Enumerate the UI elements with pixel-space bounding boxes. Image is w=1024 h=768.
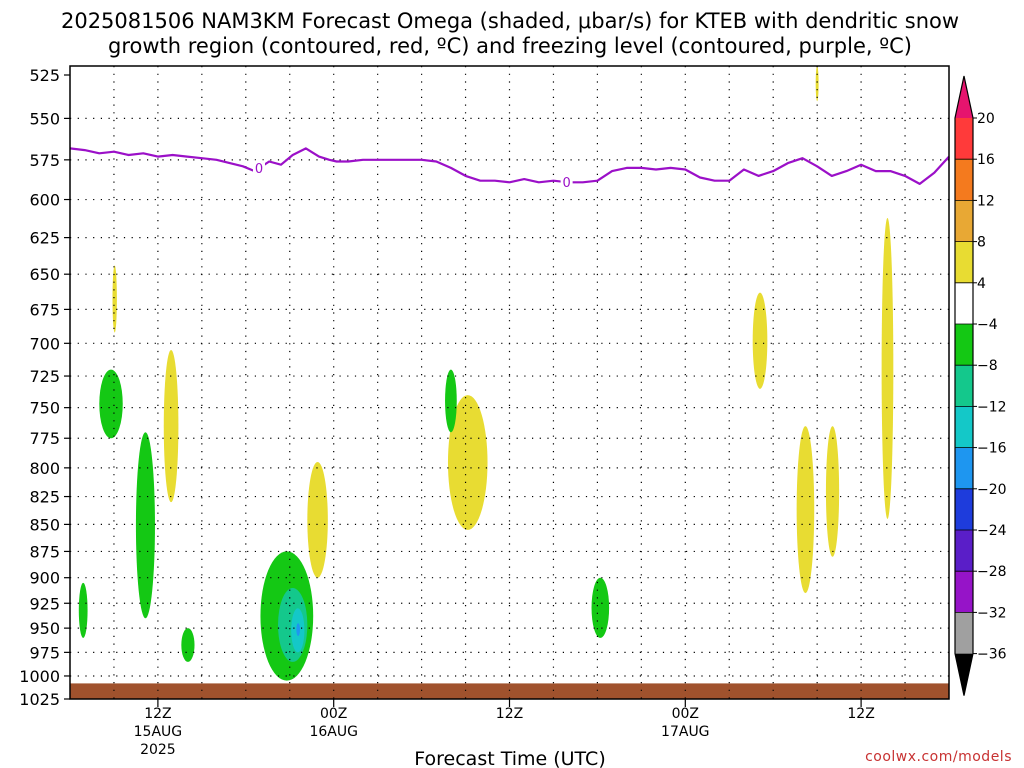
y-tick-label: 775 [29,429,60,448]
omega-region [881,218,894,519]
colorbar-tick-label: −20 [977,482,1007,498]
colorbar-segment [955,200,973,242]
colorbar-segment [955,118,973,160]
omega-region [163,349,179,503]
omega-region [135,432,155,619]
terrain-fill [70,683,949,699]
colorbar-tick-label: 16 [977,152,995,168]
colorbar-tick-label: −4 [977,317,998,333]
colorbar-segment [955,406,973,448]
x-tick-label: 12Z [144,706,171,722]
y-tick-label: 600 [29,191,60,210]
colorbar-segment [955,365,973,407]
colorbar-segment [955,159,973,201]
omega-region [99,369,123,439]
omega-region [445,369,457,433]
colorbar-segment [955,488,973,530]
chart-title: 2025081506 NAM3KM Forecast Omega (shaded… [61,9,959,33]
freezing-level-label-bg [252,160,265,177]
colorbar-tick-label: 12 [977,193,995,209]
x-tick-label: 15AUG [134,724,183,740]
y-tick-label: 950 [29,619,60,638]
y-tick-label: 1025 [19,690,60,709]
colorbar-tick-label: 4 [977,276,986,292]
colorbar-segment [955,324,973,366]
y-tick-label: 525 [29,66,60,85]
omega-region [825,426,840,557]
grid-layer [70,66,949,699]
y-tick-label: 875 [29,542,60,561]
omega-region [447,395,488,530]
omega-region [181,628,195,662]
colorbar-top-arrow [955,76,973,118]
omega-region [78,582,88,638]
colorbar-tick-label: −36 [977,647,1007,663]
y-tick-label: 850 [29,515,60,534]
y-tick-label: 825 [29,488,60,507]
colorbar-tick-label: −8 [977,358,998,374]
x-tick-label: 00Z [672,706,699,722]
y-tick-label: 625 [29,229,60,248]
colorbar: 20 16 12 8 4 −4 −8 −12 −16 −20 −24 −28 −32 −36 [954,75,1007,696]
y-tick-label: 975 [29,643,60,662]
omega-region [752,292,768,389]
colorbar-tick-label: −16 [977,441,1007,457]
colorbar-segment [955,241,973,283]
credit-text: coolwx.com/models [865,749,1012,765]
y-tick-label: 675 [29,300,60,319]
omega-region [796,426,815,594]
omega-region [307,462,328,578]
colorbar-segment [955,612,973,654]
colorbar-tick-label: −24 [977,523,1007,539]
y-axis: 525 550 575 600 625 650 675 700 725 750 775 800 825 8… [19,66,70,709]
y-tick-label: 900 [29,569,60,588]
colorbar-tick-label: 8 [977,235,986,251]
x-tick-label: 00Z [320,706,347,722]
y-tick-label: 750 [29,399,60,418]
y-tick-label: 725 [29,367,60,386]
colorbar-segment [955,571,973,613]
omega-shading-layer [78,66,894,681]
x-tick-label: 16AUG [309,724,358,740]
colorbar-bottom-arrow [955,653,973,696]
x-axis: 12Z 15AUG 2025 00Z 16AUG 12Z 00Z 17AUG 12Z [134,699,875,758]
x-tick-label: 12Z [847,706,874,722]
x-tick-label: 2025 [140,742,176,758]
y-tick-label: 650 [29,265,60,284]
colorbar-segment [955,282,973,324]
y-tick-label: 575 [29,151,60,170]
omega-region [112,265,117,333]
y-tick-label: 800 [29,459,60,478]
colorbar-tick-label: −12 [977,399,1007,415]
freezing-level-label: 0 [255,162,263,177]
x-axis-label: Forecast Time (UTC) [414,748,605,768]
y-tick-label: 700 [29,334,60,353]
terrain-layer [70,683,949,699]
colorbar-tick-label: −28 [977,564,1007,580]
y-tick-label: 925 [29,594,60,613]
x-tick-label: 12Z [496,706,523,722]
freezing-level-label-bg [560,174,573,191]
omega-region [296,623,301,636]
colorbar-segment [955,530,973,572]
x-tick-label: 17AUG [661,724,710,740]
freezing-level-line [69,147,950,185]
y-tick-label: 1000 [19,667,60,686]
freezing-level-label: 0 [562,176,570,191]
freezing-level-layer: 00 [69,147,950,191]
colorbar-tick-label: 20 [977,111,995,127]
y-tick-label: 550 [29,109,60,128]
chart-subtitle: growth region (contoured, red, ºC) and f… [108,34,912,58]
colorbar-segment [955,447,973,489]
colorbar-tick-label: −32 [977,605,1007,621]
omega-region [591,577,610,638]
omega-region [815,66,819,102]
